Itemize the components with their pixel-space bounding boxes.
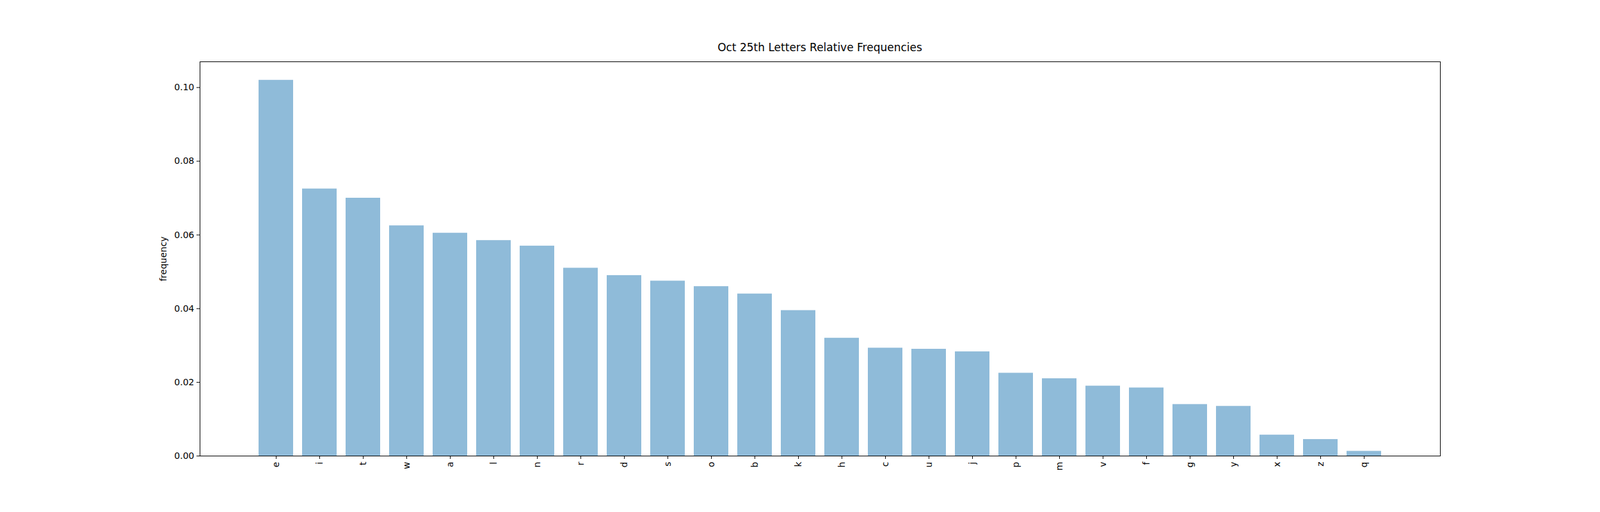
- svg-text:a: a: [444, 462, 456, 468]
- svg-text:h: h: [836, 462, 847, 468]
- svg-text:0.10: 0.10: [174, 81, 194, 93]
- svg-text:t: t: [357, 461, 368, 466]
- svg-text:p: p: [1010, 461, 1021, 468]
- svg-text:c: c: [880, 462, 891, 468]
- svg-text:n: n: [531, 462, 543, 468]
- svg-text:z: z: [1315, 462, 1326, 467]
- svg-text:s: s: [662, 462, 673, 467]
- svg-text:f: f: [1141, 460, 1152, 465]
- html-text:Oct 25th Letters Relative Freq: Oct 25th Letters Relative Frequencies: [717, 40, 923, 54]
- svg-text:0.04: 0.04: [174, 303, 194, 314]
- svg-text:q: q: [1358, 462, 1369, 468]
- svg-text:k: k: [792, 461, 804, 468]
- svg-text:m: m: [1054, 462, 1065, 472]
- svg-text:u: u: [923, 462, 934, 468]
- svg-text:0.02: 0.02: [174, 376, 194, 388]
- svg-text:v: v: [1097, 462, 1108, 468]
- svg-text:j: j: [967, 462, 978, 466]
- svg-text:0.06: 0.06: [174, 229, 194, 240]
- svg-text:b: b: [749, 461, 760, 468]
- svg-text:r: r: [575, 461, 586, 466]
- svg-text:0.00: 0.00: [174, 450, 194, 461]
- svg-text:g: g: [1184, 462, 1195, 468]
- svg-text:w: w: [401, 462, 412, 470]
- svg-text:frequency: frequency: [158, 236, 169, 281]
- svg-text:x: x: [1271, 462, 1282, 468]
- svg-text:e: e: [270, 462, 281, 468]
- svg-text:i: i: [314, 462, 325, 465]
- svg-text:0.08: 0.08: [174, 155, 194, 166]
- svg-text:l: l: [488, 462, 499, 465]
- svg-text:y: y: [1228, 462, 1239, 468]
- svg-text:o: o: [705, 462, 717, 468]
- svg-text:d: d: [618, 462, 630, 468]
